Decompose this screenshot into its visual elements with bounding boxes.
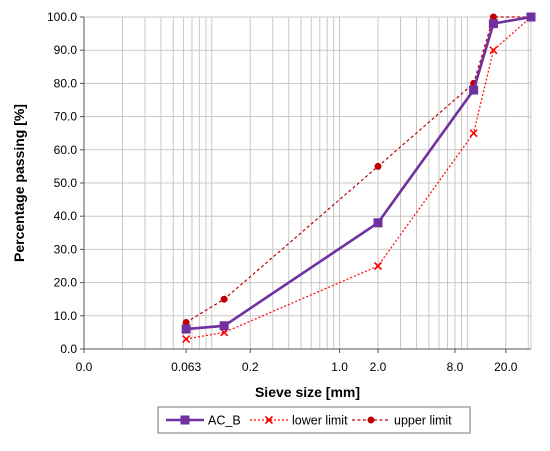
x-stroke	[469, 129, 478, 138]
y-tick-label: 20.0	[54, 276, 78, 290]
data-point	[373, 218, 383, 228]
data-point	[469, 85, 479, 95]
series-line-lower-limit	[185, 16, 532, 340]
data-point	[469, 129, 478, 138]
x-stroke	[264, 415, 274, 425]
data-point	[373, 261, 383, 271]
x-tick-label: 20.0	[494, 360, 518, 374]
x-tick-label: 0.0	[76, 360, 93, 374]
y-tick-label: 50.0	[54, 176, 78, 190]
data-point	[182, 334, 191, 344]
axes	[80, 16, 532, 353]
data-point	[181, 324, 191, 334]
y-tick-label: 80.0	[54, 76, 78, 90]
x-stroke	[182, 334, 191, 344]
y-tick-label: 90.0	[54, 43, 78, 57]
x-tick-label: 2.0	[370, 360, 387, 374]
y-tick-label: 100.0	[47, 10, 77, 24]
x-axis-title: Sieve size [mm]	[255, 384, 360, 400]
y-tick-label: 0.0	[60, 342, 77, 356]
legend: AC_B lower limit upper limit	[157, 406, 471, 434]
data-point	[489, 13, 497, 21]
data-point	[219, 321, 229, 331]
legend-marker	[367, 416, 375, 424]
series-line-upper-limit	[185, 16, 531, 323]
series-line-ac_b	[185, 15, 532, 331]
x-tick-label: 8.0	[447, 360, 464, 374]
legend-label: upper limit	[394, 414, 452, 428]
y-tick-label: 10.0	[54, 309, 78, 323]
y-tick-label: 60.0	[54, 143, 78, 157]
y-tick-label: 70.0	[54, 110, 78, 124]
legend-marker	[264, 415, 274, 425]
y-axis-title: Percentage passing [%]	[11, 104, 27, 262]
legend-label: AC_B	[208, 414, 241, 428]
data-point	[489, 46, 498, 55]
legend-box	[157, 406, 471, 434]
x-stroke	[489, 46, 498, 55]
x-tick-label: 0.063	[171, 360, 201, 374]
x-stroke	[373, 261, 383, 271]
grid-lines	[83, 16, 531, 350]
series-lines	[181, 12, 536, 344]
data-point	[374, 162, 382, 170]
y-tick-label: 40.0	[54, 209, 78, 223]
legend-marker	[180, 415, 190, 425]
data-point	[220, 295, 228, 303]
y-tick-label: 30.0	[54, 242, 78, 256]
x-tick-label: 1.0	[331, 360, 348, 374]
x-tick-label: 0.2	[242, 360, 259, 374]
legend-label: lower limit	[292, 414, 348, 428]
data-point	[488, 19, 498, 29]
data-point	[182, 318, 190, 326]
tick-labels: 0.0 10.0 20.0 30.0 40.0 50.0 60.0 70.0 80.0 90.0 1…	[47, 10, 518, 374]
data-point	[526, 12, 536, 22]
